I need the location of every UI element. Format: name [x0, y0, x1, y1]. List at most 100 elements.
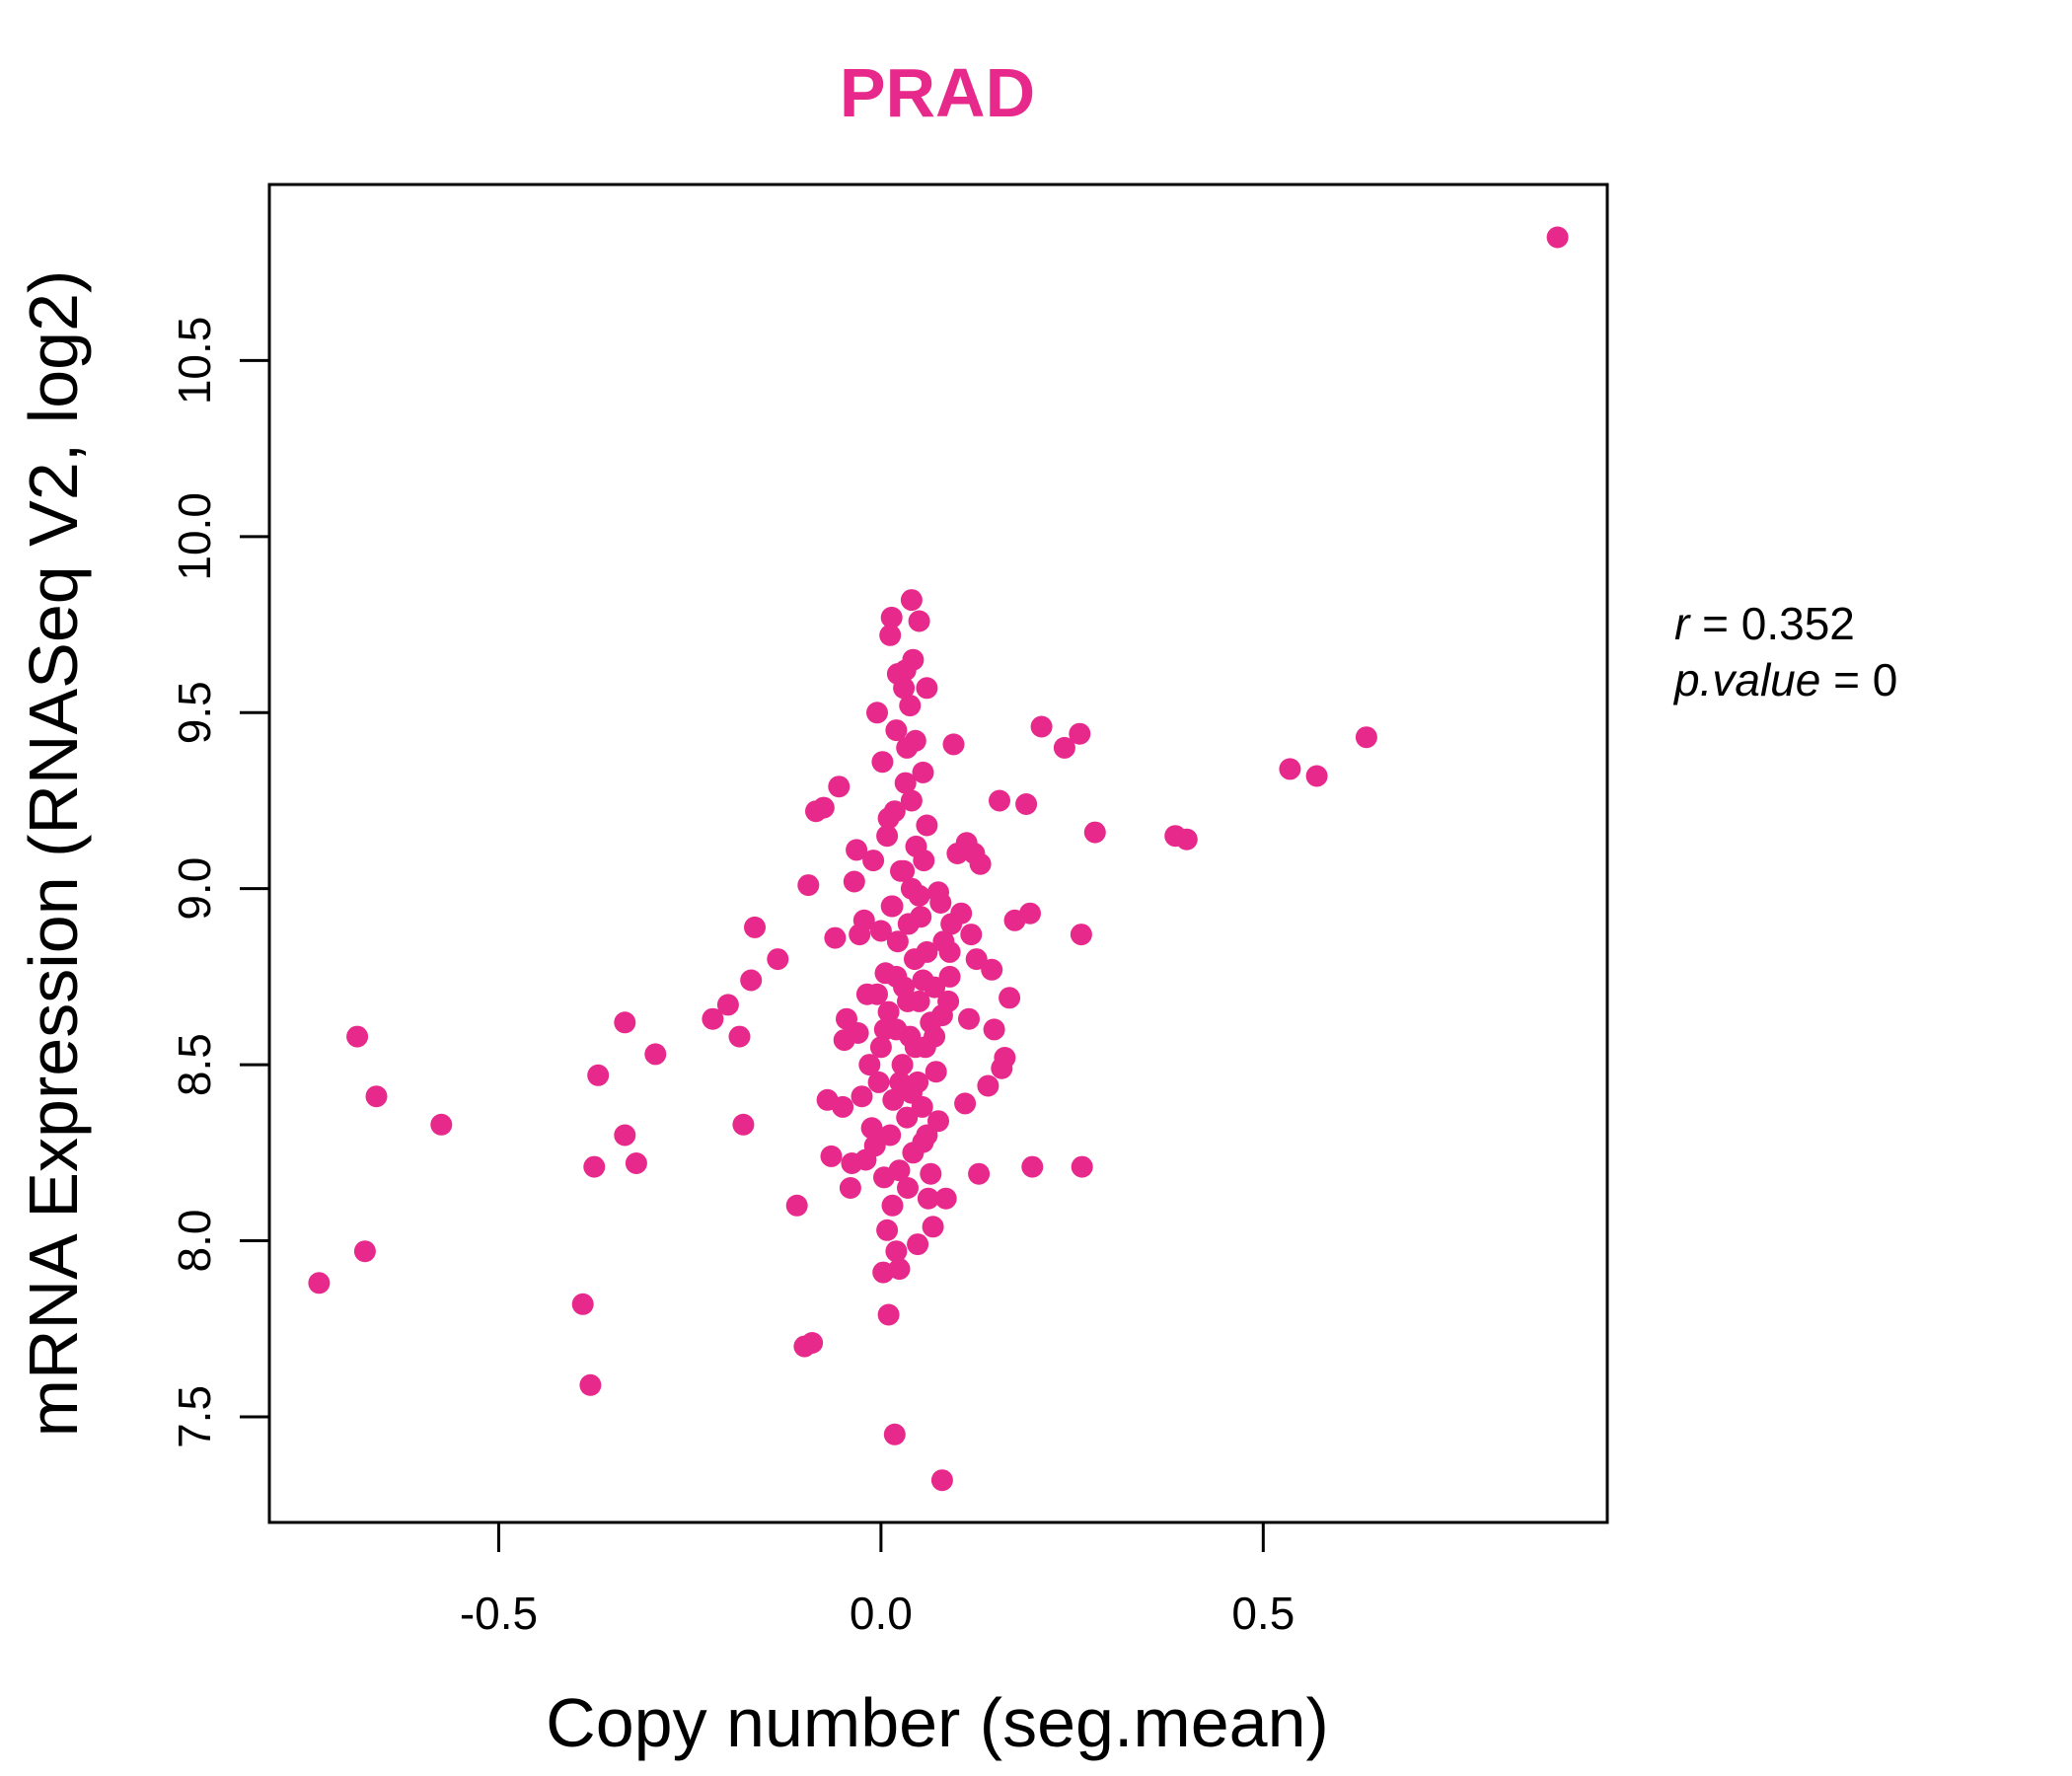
data-point-150 [897, 1177, 919, 1199]
y-tick-label-2: 8.5 [169, 1033, 220, 1096]
data-point-165 [930, 1004, 953, 1027]
data-point-49 [869, 1036, 892, 1059]
data-point-61 [888, 1159, 911, 1182]
data-point-13 [702, 1007, 724, 1030]
y-tick-label-0: 7.5 [169, 1385, 220, 1448]
data-point-160 [869, 920, 892, 942]
data-point-30 [832, 1095, 854, 1118]
data-point-47 [866, 702, 888, 724]
data-point-79 [916, 940, 938, 963]
data-point-97 [908, 610, 930, 632]
data-point-171 [927, 881, 949, 904]
data-point-3 [365, 1085, 388, 1108]
y-tick-label-1: 8.0 [169, 1210, 220, 1273]
r-value: 0.352 [1741, 598, 1855, 649]
data-point-8 [587, 1064, 610, 1086]
y-axis: 7.5 8.0 8.5 9.0 9.5 10.0 10.5 [169, 317, 271, 1448]
data-point-101 [920, 1162, 942, 1185]
data-point-116 [954, 1092, 977, 1115]
data-point-96 [907, 1233, 929, 1256]
data-point-155 [885, 719, 908, 742]
y-axis-label: mRNA Expression (RNASeq V2, log2) [15, 270, 92, 1438]
data-point-66 [896, 1106, 919, 1129]
data-point-134 [1021, 1155, 1044, 1178]
data-point-166 [938, 940, 961, 963]
svg-text:r = 0.352: r = 0.352 [1674, 598, 1855, 649]
data-point-146 [1546, 226, 1569, 249]
data-point-169 [897, 990, 919, 1012]
data-point-126 [983, 1018, 1005, 1041]
data-point-140 [1083, 821, 1106, 844]
svg-text:p.value = 0: p.value = 0 [1672, 654, 1897, 705]
chart-title: PRAD [840, 54, 1035, 131]
data-point-65 [894, 772, 917, 794]
data-point-137 [1069, 722, 1091, 745]
data-point-5 [571, 1293, 594, 1315]
data-point-94 [902, 648, 925, 671]
data-point-167 [866, 983, 888, 1005]
data-point-40 [852, 909, 875, 931]
data-point-113 [942, 733, 965, 756]
data-point-55 [879, 1124, 902, 1147]
data-point-92 [899, 695, 922, 717]
data-point-144 [1305, 765, 1328, 787]
data-point-159 [916, 814, 938, 837]
data-point-100 [917, 1187, 939, 1210]
data-point-14 [716, 994, 739, 1016]
x-tick-label-0: -0.5 [460, 1588, 538, 1639]
data-point-2 [353, 1240, 376, 1263]
data-point-57 [882, 1088, 905, 1111]
data-point-82 [877, 1303, 900, 1326]
x-tick-label-2: 0.5 [1231, 1588, 1295, 1639]
data-point-54 [877, 1000, 900, 1023]
data-point-133 [1019, 902, 1041, 925]
data-point-46 [863, 1135, 886, 1157]
data-point-129 [994, 1047, 1016, 1069]
data-point-138 [1070, 924, 1092, 946]
data-point-0 [308, 1272, 331, 1295]
data-point-63 [891, 1054, 914, 1076]
data-point-37 [847, 1022, 869, 1044]
data-point-15 [728, 1025, 751, 1048]
data-point-132 [1015, 793, 1038, 815]
data-point-124 [977, 1074, 999, 1097]
y-tick-label-5: 10.0 [169, 492, 220, 581]
data-point-161 [885, 965, 908, 988]
data-point-53 [876, 825, 899, 848]
y-tick-label-4: 9.5 [169, 681, 220, 744]
x-tick-label-1: 0.0 [850, 1588, 913, 1639]
data-point-164 [924, 1025, 946, 1048]
data-point-156 [893, 859, 916, 882]
data-point-157 [900, 789, 923, 812]
data-point-135 [1030, 715, 1053, 738]
data-point-29 [828, 776, 851, 798]
data-point-123 [969, 852, 992, 875]
data-point-86 [885, 1240, 908, 1263]
data-point-20 [785, 1194, 808, 1217]
data-point-127 [989, 789, 1010, 812]
data-point-77 [913, 850, 935, 872]
data-point-48 [867, 1071, 890, 1093]
data-point-7 [583, 1155, 606, 1178]
data-point-10 [614, 1011, 636, 1034]
data-point-33 [839, 1177, 861, 1199]
data-point-12 [644, 1043, 667, 1066]
data-point-4 [430, 1113, 453, 1136]
data-point-99 [916, 677, 938, 700]
data-point-16 [732, 1113, 755, 1136]
data-point-145 [1355, 726, 1377, 749]
data-point-84 [880, 606, 903, 629]
data-point-75 [910, 906, 932, 928]
data-point-43 [858, 1054, 881, 1076]
data-point-44 [860, 1117, 883, 1140]
data-point-27 [820, 1145, 843, 1167]
data-point-39 [851, 1085, 873, 1108]
data-point-85 [883, 1423, 906, 1445]
data-point-168 [881, 895, 904, 918]
data-point-111 [938, 965, 961, 988]
data-point-162 [900, 1081, 923, 1104]
data-point-81 [876, 1219, 899, 1241]
data-point-107 [930, 1469, 953, 1492]
data-point-109 [934, 1187, 957, 1210]
